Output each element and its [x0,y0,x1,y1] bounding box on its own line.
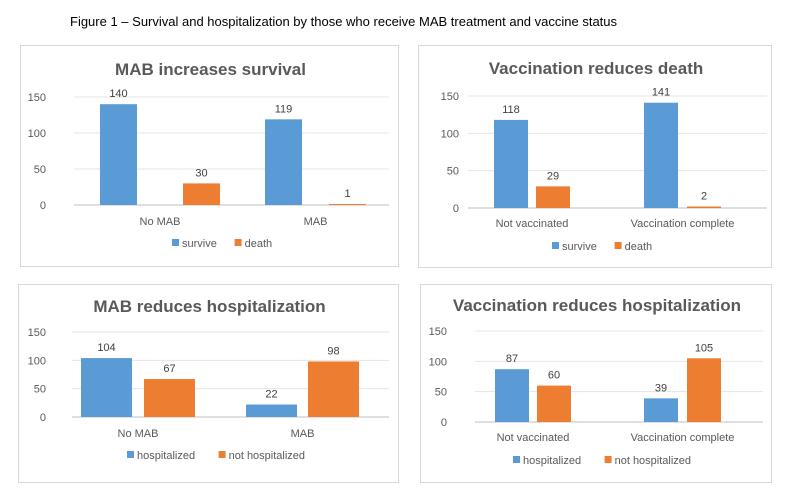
data-label: 29 [547,170,559,182]
legend-swatch [513,456,520,463]
legend-label: survive [182,238,217,250]
y-tick-label: 150 [429,326,447,338]
category-label: Not vaccinated [496,218,569,230]
category-label: Not vaccinated [497,432,570,444]
category-label: Vaccination complete [631,218,735,230]
bar-survive-1 [644,102,678,208]
y-tick-label: 100 [441,128,459,140]
y-tick-label: 150 [28,92,46,104]
bar-death-1 [687,206,721,208]
data-label: 67 [163,363,175,375]
legend-swatch [552,242,559,249]
y-tick-label: 100 [28,355,46,367]
bar-hospitalized-0 [81,358,132,417]
y-tick-label: 50 [34,384,46,396]
bar-death-1 [329,204,366,205]
legend-label: hospitalized [523,455,581,467]
category-label: Vaccination complete [631,432,735,444]
y-tick-label: 0 [40,200,46,212]
data-label: 98 [327,345,339,357]
legend-label: death [625,241,653,253]
bar-hospitalized-0 [495,369,529,422]
bar-not-hospitalized-0 [537,385,571,422]
y-tick-label: 0 [441,417,447,429]
data-label: 39 [655,382,667,394]
legend-swatch [218,451,226,458]
y-tick-label: 100 [28,128,46,140]
chart-vaccination-hospitalization: Vaccination reduces hospitalization 0 50 10… [429,296,763,467]
data-label: 2 [701,191,707,203]
y-tick-label: 50 [435,387,447,399]
y-tick-label: 100 [429,356,447,368]
chart-title: Vaccination reduces death [489,59,703,78]
chart-mab-hospitalization: MAB reduces hospitalization 0 50 100 150 104 6… [28,297,389,462]
bar-survive-0 [100,104,137,205]
data-label: 141 [652,87,670,99]
category-label: No MAB [140,216,181,228]
chart-title: MAB increases survival [115,60,306,79]
bar-not-hospitalized-0 [144,379,195,417]
data-label: 105 [695,342,713,354]
chart-panel-mab-hospitalization: MAB reduces hospitalization 0 50 100 150 104 6… [18,284,399,483]
chart-panel-mab-survival: MAB increases survival 0 50 100 150 140 30 No M… [20,45,399,267]
legend-label: hospitalized [137,450,195,462]
data-label: 140 [109,88,127,100]
chart-mab-survival: MAB increases survival 0 50 100 150 140 30 No M… [28,60,389,250]
data-label: 30 [195,167,207,179]
data-label: 119 [275,103,293,115]
y-tick-label: 150 [28,327,46,339]
data-label: 22 [265,389,277,401]
y-tick-label: 50 [447,166,459,178]
bar-hospitalized-1 [246,404,297,417]
category-label: No MAB [118,428,159,440]
legend-swatch [604,456,612,463]
y-tick-label: 0 [453,203,459,215]
legend-swatch [234,239,242,246]
chart-title: Vaccination reduces hospitalization [453,296,741,315]
chart-title: MAB reduces hospitalization [93,297,325,316]
data-label: 87 [506,353,518,365]
y-tick-label: 50 [34,164,46,176]
bar-survive-1 [265,119,302,205]
legend-label: not hospitalized [229,450,305,462]
figure-title: Figure 1 – Survival and hospitalization … [70,14,618,29]
legend-label: survive [562,241,597,253]
data-label: 1 [344,188,350,200]
bar-survive-0 [494,119,528,208]
y-tick-label: 0 [40,412,46,424]
chart-panel-vaccination-death: Vaccination reduces death 0 50 100 150 118 29 N… [418,45,772,268]
legend-swatch [127,451,134,458]
bar-not-hospitalized-1 [687,358,721,422]
data-label: 118 [502,104,520,116]
bar-death-0 [536,186,570,208]
category-label: MAB [291,428,315,440]
chart-vaccination-death: Vaccination reduces death 0 50 100 150 118 29 N… [441,59,767,253]
legend-swatch [614,242,622,249]
legend-label: not hospitalized [615,455,691,467]
data-label: 60 [548,370,560,382]
legend-label: death [245,238,273,250]
y-tick-label: 150 [441,91,459,103]
legend-swatch [172,239,179,246]
bar-not-hospitalized-1 [308,361,359,417]
bar-death-0 [183,183,220,205]
bar-hospitalized-1 [644,398,678,422]
chart-panel-vaccination-hospitalization: Vaccination reduces hospitalization 0 50 10… [420,284,772,483]
data-label: 104 [97,342,115,354]
category-label: MAB [304,216,328,228]
